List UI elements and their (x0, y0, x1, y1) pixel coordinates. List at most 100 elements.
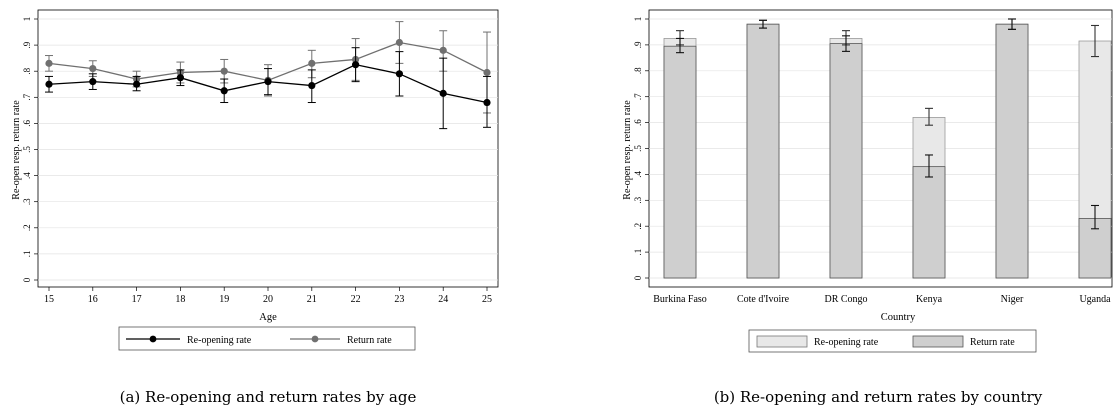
chart-a-y-tick-label: .5 (22, 146, 32, 153)
chart-b-errorbar-reopening (925, 107, 933, 126)
chart-a-point-return (45, 59, 53, 67)
chart-a-y-tick-label: .6 (22, 120, 32, 127)
chart-a-legend-label-reopening: Re-opening rate (187, 335, 252, 346)
chart-b-bar-return (663, 45, 697, 279)
chart-a-point-reopening (483, 98, 491, 107)
chart-b-y-tick-label: 0 (633, 275, 643, 280)
chart-b-y-tick-label: 1 (633, 17, 643, 22)
chart-a-x-tick-label: 22 (351, 294, 361, 305)
chart-b-errorbar-return (842, 35, 850, 52)
chart-b-x-axis: Burkina Faso Cote d'Ivoire DR Congo Kenya Ni… (653, 294, 1111, 305)
chart-b-category-group (746, 19, 780, 279)
chart-b-errorbar-return (925, 154, 933, 178)
chart-a-x-axis-label: Age (259, 312, 277, 323)
chart-b-legend-label-return: Return rate (970, 337, 1015, 348)
chart-a-point-return (439, 46, 447, 54)
chart-b-x-tick-label: Uganda (1079, 294, 1111, 305)
chart-a-y-axis-label: Re-open resp. return rate (11, 100, 22, 200)
chart-a-point-reopening (439, 89, 447, 97)
caption-b: (b) Re-opening and return rates by count… (714, 388, 1043, 406)
chart-a-point-reopening (133, 80, 141, 88)
chart-b-category-group (912, 107, 946, 279)
chart-a-point-return (220, 67, 228, 75)
chart-a-y-axis: 0 .1 .2 .3 .4 .5 .6 .7 .8 .9 1 (22, 17, 38, 282)
chart-b-errorbar-return (1008, 18, 1016, 30)
chart-a-x-tick-label: 15 (44, 294, 54, 305)
chart-b-legend-box (748, 329, 1037, 353)
chart-b-y-tick-label: .7 (633, 93, 643, 100)
chart-b-bar-return (829, 43, 863, 279)
chart-a-x-tick-label: 23 (394, 294, 404, 305)
chart-a-y-tick-label: .9 (22, 41, 32, 48)
chart-b-y-tick-label: .8 (633, 67, 643, 74)
chart-a-point-reopening (308, 81, 316, 90)
chart-a-legend-label-return: Return rate (347, 335, 392, 346)
chart-a-y-tick-label: .2 (22, 224, 32, 231)
chart-b-y-tick-label: .2 (633, 223, 643, 230)
chart-a-marks (45, 21, 491, 130)
chart-b-x-tick-label: Kenya (916, 294, 943, 305)
chart-a: 0 .1 .2 .3 .4 .5 .6 .7 .8 .9 1 15 16 17 18 19 20 21 22 23 2… (11, 9, 499, 351)
chart-b-y-tick-label: .6 (633, 119, 643, 126)
chart-a-point-return (308, 59, 316, 67)
chart-a-x-tick-label: 20 (263, 294, 273, 305)
chart-b-errorbar-reopening (1091, 24, 1099, 58)
chart-b-y-tick-label: .5 (633, 145, 643, 152)
chart-b-bar-return (746, 23, 780, 279)
chart-a-x-tick-label: 19 (219, 294, 229, 305)
chart-b-errorbar-return (1091, 204, 1099, 230)
chart-a-y-tick-label: .3 (22, 198, 32, 205)
chart-b-category-group (829, 30, 863, 279)
chart-a-legend: Re-opening rate Return rate (118, 326, 416, 351)
chart-a-plot-frame (37, 9, 499, 288)
chart-b: 0 .1 .2 .3 .4 .5 .6 .7 .8 .9 1 Burkina Faso Cote d'… (622, 9, 1113, 353)
chart-b-y-tick-label: .4 (633, 171, 643, 178)
chart-b-bar-return (912, 166, 946, 279)
chart-a-point-reopening (352, 61, 360, 69)
chart-a-legend-marker-reopening (149, 335, 157, 343)
chart-a-gridlines (38, 18, 498, 281)
chart-b-gridlines (649, 18, 1112, 279)
chart-a-point-return (483, 68, 491, 77)
chart-b-category-group (1078, 24, 1112, 279)
chart-a-legend-box (118, 326, 416, 351)
chart-b-category-group (663, 30, 697, 279)
chart-b-x-tick-label: Burkina Faso (653, 294, 707, 305)
chart-b-x-axis-label: Country (881, 312, 916, 323)
chart-a-y-tick-label: .4 (22, 172, 32, 179)
chart-b-x-tick-label: Niger (1001, 294, 1024, 305)
chart-a-point-reopening (89, 78, 97, 86)
chart-a-x-tick-label: 25 (482, 294, 492, 305)
chart-a-point-return (89, 64, 97, 73)
chart-b-y-tick-label: .3 (633, 196, 643, 203)
chart-b-legend-swatch-reopening (756, 335, 808, 348)
chart-a-y-tick-label: .1 (22, 251, 32, 258)
chart-a-y-tick-label: .8 (22, 67, 32, 74)
chart-a-x-tick-label: 17 (132, 294, 142, 305)
chart-b-errorbar-return (676, 37, 684, 54)
chart-b-category-group (995, 18, 1029, 279)
chart-a-x-axis: 15 16 17 18 19 20 21 22 23 24 25 (44, 287, 492, 305)
chart-a-y-tick-label: .7 (22, 93, 32, 100)
chart-b-y-axis: 0 .1 .2 .3 .4 .5 .6 .7 .8 .9 1 (633, 17, 649, 280)
chart-b-y-tick-label: .9 (633, 41, 643, 48)
chart-b-x-tick-label: Cote d'Ivoire (737, 294, 790, 305)
chart-a-legend-marker-return (311, 335, 319, 343)
chart-a-point-reopening (220, 87, 228, 95)
chart-a-point-reopening (45, 80, 53, 88)
chart-b-bar-return (995, 23, 1029, 279)
chart-b-y-tick-label: .1 (633, 249, 643, 256)
chart-b-x-tick-label: DR Congo (824, 294, 867, 305)
chart-b-marks (663, 18, 1112, 279)
chart-a-y-tick-label: 0 (22, 277, 32, 282)
chart-a-point-return (395, 38, 403, 47)
chart-a-y-tick-label: 1 (22, 17, 32, 22)
chart-a-x-tick-label: 24 (438, 294, 448, 305)
chart-b-legend: Re-opening rate Return rate (748, 329, 1037, 353)
chart-a-point-reopening (264, 78, 272, 86)
chart-a-point-reopening (395, 70, 403, 78)
chart-a-x-tick-label: 18 (175, 294, 185, 305)
chart-b-errorbar-return (759, 19, 767, 29)
chart-a-x-tick-label: 21 (307, 294, 317, 305)
